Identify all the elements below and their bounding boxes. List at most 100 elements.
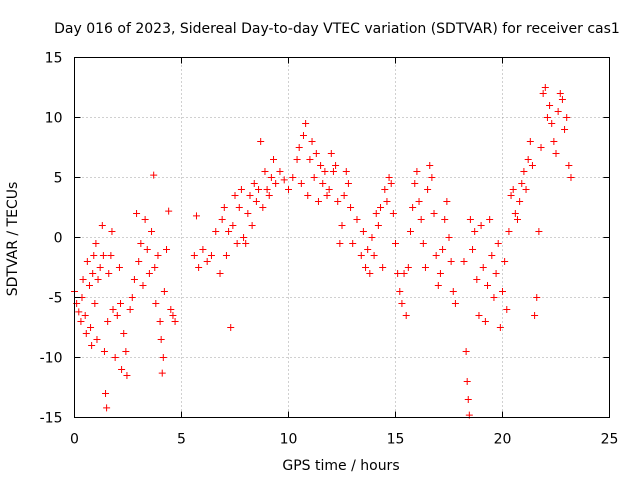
data-point — [216, 270, 224, 277]
data-point — [79, 276, 87, 283]
data-point — [246, 192, 254, 199]
data-point — [171, 318, 179, 325]
data-point — [151, 264, 159, 271]
data-point — [158, 369, 166, 377]
data-points — [71, 84, 575, 419]
data-point — [364, 246, 372, 253]
data-point — [563, 114, 571, 121]
data-point — [432, 252, 440, 259]
data-point — [310, 174, 318, 181]
data-point — [77, 318, 85, 325]
data-point — [104, 318, 112, 325]
data-point — [411, 180, 419, 187]
data-point — [424, 186, 432, 193]
data-point — [85, 282, 93, 289]
data-point — [383, 198, 391, 205]
data-point — [123, 372, 131, 379]
data-point — [392, 240, 399, 247]
data-point — [409, 204, 417, 211]
data-point — [550, 138, 558, 145]
data-point — [154, 252, 162, 259]
data-point — [195, 264, 203, 271]
data-point — [359, 228, 367, 235]
data-point — [255, 186, 263, 193]
x-tick-label: 0 — [70, 432, 79, 448]
data-point — [233, 240, 241, 247]
data-point — [505, 228, 513, 235]
data-point — [503, 306, 511, 313]
data-point — [561, 126, 569, 133]
data-point — [244, 210, 252, 217]
data-point — [477, 222, 485, 229]
data-point — [297, 180, 305, 187]
data-point — [159, 354, 167, 361]
data-point — [381, 186, 389, 193]
data-point — [441, 216, 449, 223]
data-point — [494, 240, 502, 247]
data-point — [481, 318, 489, 325]
x-tick-labels: 0 5 10 15 20 25 — [70, 432, 618, 448]
data-point — [190, 252, 198, 259]
data-point — [165, 207, 173, 215]
data-point — [163, 246, 171, 253]
data-point — [111, 354, 119, 361]
data-point — [167, 306, 175, 313]
data-point — [347, 204, 355, 211]
data-point — [240, 234, 248, 241]
data-point — [552, 150, 560, 157]
data-point — [139, 282, 147, 289]
data-point — [235, 204, 243, 211]
data-point — [329, 168, 337, 175]
y-tick-label: -10 — [40, 351, 63, 367]
data-point — [524, 156, 532, 163]
data-point — [75, 308, 83, 316]
data-point — [312, 150, 320, 157]
data-point — [469, 246, 477, 253]
data-point — [509, 186, 517, 193]
data-point — [83, 258, 91, 265]
data-point — [87, 324, 95, 331]
data-point — [199, 246, 207, 253]
data-point — [88, 342, 96, 349]
data-point — [160, 288, 168, 295]
data-point — [295, 144, 303, 151]
data-point — [81, 312, 89, 319]
data-point — [413, 168, 421, 175]
data-point — [522, 186, 530, 193]
data-point — [338, 222, 346, 229]
data-point — [430, 210, 438, 217]
data-point — [484, 282, 492, 289]
data-point — [82, 330, 90, 337]
data-point — [415, 198, 423, 205]
x-tick-label: 25 — [601, 432, 619, 448]
data-point — [94, 276, 102, 283]
data-point — [242, 240, 250, 247]
data-point — [323, 192, 331, 199]
data-point — [501, 258, 509, 265]
data-point — [537, 144, 545, 151]
data-point — [565, 162, 573, 169]
data-point — [334, 198, 342, 205]
data-point — [128, 294, 136, 301]
data-point — [248, 222, 256, 229]
data-point — [319, 180, 327, 187]
data-point — [449, 288, 457, 295]
data-point — [548, 120, 556, 127]
data-point — [394, 270, 402, 277]
y-tick-label: 5 — [54, 171, 63, 187]
data-point — [473, 276, 481, 283]
data-point — [220, 204, 228, 211]
data-point — [451, 300, 459, 307]
data-point — [302, 120, 310, 127]
data-point — [353, 216, 361, 223]
data-point — [122, 348, 130, 355]
data-point — [518, 180, 526, 187]
data-point — [272, 180, 280, 187]
data-point — [462, 348, 470, 355]
data-point — [225, 228, 233, 235]
data-point — [93, 336, 101, 343]
data-point — [417, 216, 425, 223]
data-point — [374, 222, 382, 229]
data-point — [460, 258, 468, 265]
